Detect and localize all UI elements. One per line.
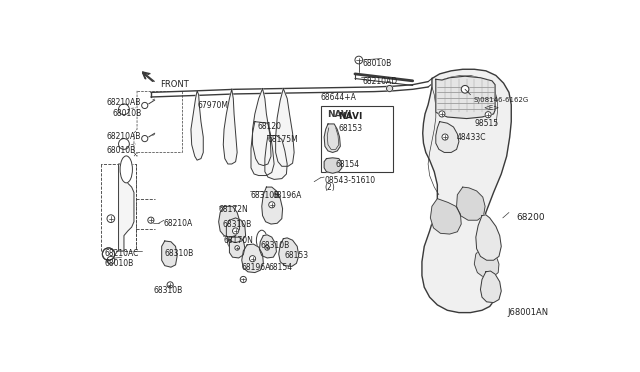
Ellipse shape: [120, 156, 132, 183]
Text: 68210A: 68210A: [164, 219, 193, 228]
Text: 68154: 68154: [269, 263, 293, 272]
Circle shape: [167, 282, 173, 288]
Polygon shape: [474, 249, 499, 277]
Text: 68010B: 68010B: [113, 109, 141, 118]
Ellipse shape: [257, 230, 267, 250]
Text: 67970M: 67970M: [198, 101, 229, 110]
Text: 68310B: 68310B: [260, 241, 289, 250]
Polygon shape: [259, 235, 276, 258]
Text: 08543-51610: 08543-51610: [324, 176, 375, 185]
Polygon shape: [219, 206, 239, 237]
Circle shape: [141, 102, 148, 109]
Text: 68210AD: 68210AD: [363, 77, 398, 86]
Polygon shape: [279, 238, 299, 266]
Text: 68172N: 68172N: [219, 205, 248, 214]
Text: 68010B: 68010B: [106, 145, 136, 154]
Text: 68010B: 68010B: [105, 259, 134, 268]
Circle shape: [107, 256, 115, 264]
Polygon shape: [481, 271, 501, 302]
Text: 68310B: 68310B: [250, 191, 280, 200]
Polygon shape: [456, 187, 485, 220]
Text: S)08146-6162G: S)08146-6162G: [474, 96, 529, 103]
Circle shape: [240, 276, 246, 283]
Text: 68210AB: 68210AB: [106, 132, 141, 141]
Polygon shape: [324, 158, 342, 173]
Circle shape: [141, 135, 148, 142]
Circle shape: [107, 215, 115, 222]
Text: 68310B: 68310B: [164, 250, 194, 259]
Circle shape: [439, 111, 445, 117]
Text: NAVI: NAVI: [338, 112, 362, 121]
Polygon shape: [431, 199, 461, 234]
Polygon shape: [476, 215, 501, 260]
Polygon shape: [436, 76, 495, 119]
Circle shape: [265, 246, 269, 250]
Text: 68200: 68200: [516, 212, 545, 221]
Bar: [321, 106, 394, 172]
Text: <E>: <E>: [484, 105, 500, 111]
Text: 68210AC: 68210AC: [105, 250, 139, 259]
Ellipse shape: [227, 229, 238, 249]
Text: 68310B: 68310B: [223, 220, 252, 229]
Circle shape: [269, 202, 275, 208]
Circle shape: [232, 228, 239, 234]
Polygon shape: [251, 122, 274, 176]
Circle shape: [355, 56, 363, 64]
Text: NAVI: NAVI: [327, 110, 351, 119]
Text: 68196A: 68196A: [273, 191, 302, 200]
Circle shape: [102, 248, 115, 260]
Polygon shape: [436, 122, 459, 153]
Circle shape: [118, 139, 129, 150]
Text: 68153: 68153: [285, 251, 309, 260]
Circle shape: [442, 134, 448, 140]
Circle shape: [250, 256, 255, 262]
Text: 68120: 68120: [257, 122, 281, 131]
Polygon shape: [118, 164, 134, 251]
Circle shape: [102, 248, 115, 260]
Text: 68196A: 68196A: [242, 263, 271, 272]
Circle shape: [235, 246, 239, 250]
Circle shape: [148, 217, 154, 223]
Polygon shape: [227, 218, 246, 243]
Text: 68210AB: 68210AB: [106, 98, 141, 107]
Text: 68644+A: 68644+A: [320, 93, 356, 102]
Text: 48433C: 48433C: [456, 133, 486, 142]
Polygon shape: [242, 244, 263, 273]
Text: (2): (2): [324, 183, 335, 192]
Text: 68154: 68154: [336, 160, 360, 169]
Text: 68153: 68153: [338, 124, 362, 133]
Text: 68010B: 68010B: [363, 58, 392, 67]
Polygon shape: [253, 89, 271, 166]
Circle shape: [461, 86, 469, 93]
Polygon shape: [162, 241, 177, 267]
Polygon shape: [265, 135, 287, 179]
Polygon shape: [324, 124, 340, 153]
Polygon shape: [422, 69, 511, 312]
Polygon shape: [191, 91, 204, 160]
Circle shape: [387, 86, 393, 92]
Polygon shape: [262, 187, 283, 224]
Text: J68001AN: J68001AN: [508, 308, 548, 317]
Circle shape: [485, 112, 492, 118]
Circle shape: [118, 104, 129, 115]
Polygon shape: [230, 237, 245, 258]
Text: FRONT: FRONT: [160, 80, 189, 89]
Text: 68170N: 68170N: [223, 235, 253, 245]
Polygon shape: [276, 89, 294, 166]
Text: 68310B: 68310B: [154, 286, 183, 295]
Text: 68175M: 68175M: [268, 135, 299, 144]
Polygon shape: [223, 89, 237, 164]
Text: 98515: 98515: [474, 119, 499, 128]
